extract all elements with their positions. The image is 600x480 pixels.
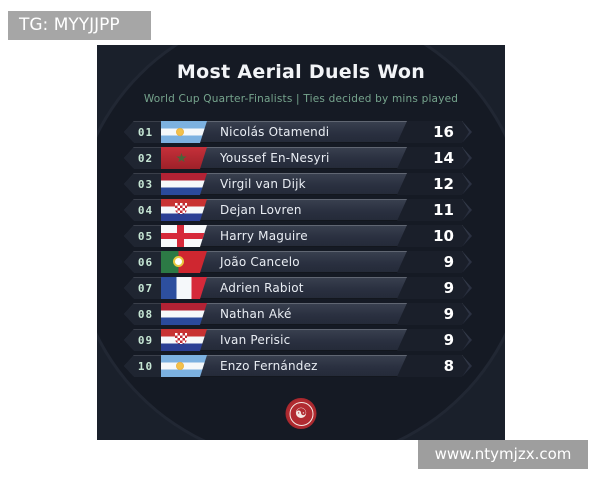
value-label: 9 — [443, 253, 454, 271]
website-watermark: www.ntymjzx.com — [418, 440, 588, 469]
player-name: Nathan Aké — [220, 307, 292, 321]
value-chevron: 9 — [397, 277, 469, 299]
argentina-flag-icon — [161, 121, 207, 143]
england-flag-icon — [161, 225, 207, 247]
value-label: 14 — [433, 149, 454, 167]
table-row: 09 Ivan Perisic 9 — [124, 329, 472, 351]
value-label: 9 — [443, 331, 454, 349]
rank-label: 03 — [137, 177, 154, 191]
player-name: Harry Maguire — [220, 229, 308, 243]
value-label: 12 — [433, 175, 454, 193]
player-name: Adrien Rabiot — [220, 281, 304, 295]
morocco-flag-icon — [161, 147, 207, 169]
rank-label: 01 — [137, 125, 154, 139]
croatia-flag-icon — [161, 329, 207, 351]
table-row: 06 João Cancelo 9 — [124, 251, 472, 273]
rank-zone: 08 — [124, 303, 161, 325]
telegram-watermark: TG: MYYJJPP — [8, 11, 151, 40]
table-row: 01 Nicolás Otamendi 16 — [124, 121, 472, 143]
page-title: Most Aerial Duels Won — [176, 61, 426, 83]
value-chevron: 14 — [397, 147, 469, 169]
rank-label: 05 — [137, 229, 154, 243]
player-name: Dejan Lovren — [220, 203, 302, 217]
player-name: Youssef En-Nesyri — [220, 151, 330, 165]
value-chevron: 12 — [397, 173, 469, 195]
value-label: 9 — [443, 305, 454, 323]
rank-zone: 06 — [124, 251, 161, 273]
portugal-flag-icon — [161, 251, 207, 273]
rank-label: 04 — [137, 203, 154, 217]
value-label: 9 — [443, 279, 454, 297]
rank-label: 07 — [137, 281, 154, 295]
rank-zone: 10 — [124, 355, 161, 377]
rank-label: 08 — [137, 307, 154, 321]
rank-label: 09 — [137, 333, 154, 347]
rank-label: 02 — [137, 151, 154, 165]
rank-zone: 09 — [124, 329, 161, 351]
table-row: 03 Virgil van Dijk 12 — [124, 173, 472, 195]
table-row: 05 Harry Maguire 10 — [124, 225, 472, 247]
table-row: 08 Nathan Aké 9 — [124, 303, 472, 325]
value-label: 11 — [433, 201, 454, 219]
value-chevron: 9 — [397, 303, 469, 325]
table-row: 07 Adrien Rabiot 9 — [124, 277, 472, 299]
leaderboard: 01 Nicolás Otamendi 16 02 Youssef En-Nesyri 1… — [124, 121, 472, 381]
value-chevron: 9 — [397, 329, 469, 351]
argentina-flag-icon — [161, 355, 207, 377]
provider-logo: ☯ — [285, 398, 317, 429]
value-label: 8 — [443, 357, 454, 375]
rank-zone: 01 — [124, 121, 161, 143]
value-chevron: 9 — [397, 251, 469, 273]
netherlands-flag-icon — [161, 303, 207, 325]
player-name: Nicolás Otamendi — [220, 125, 330, 139]
table-row: 04 Dejan Lovren 11 — [124, 199, 472, 221]
netherlands-flag-icon — [161, 173, 207, 195]
value-chevron: 10 — [397, 225, 469, 247]
value-label: 10 — [433, 227, 454, 245]
rank-zone: 02 — [124, 147, 161, 169]
value-label: 16 — [433, 123, 454, 141]
value-chevron: 16 — [397, 121, 469, 143]
table-row: 02 Youssef En-Nesyri 14 — [124, 147, 472, 169]
player-name: Virgil van Dijk — [220, 177, 306, 191]
value-chevron: 8 — [397, 355, 469, 377]
stat-card: Most Aerial Duels Won World Cup Quarter-… — [97, 45, 505, 440]
rank-zone: 04 — [124, 199, 161, 221]
page-subtitle: World Cup Quarter-Finalists | Ties decid… — [143, 93, 459, 105]
player-name: João Cancelo — [220, 255, 300, 269]
player-name: Enzo Fernández — [220, 359, 318, 373]
value-chevron: 11 — [397, 199, 469, 221]
france-flag-icon — [161, 277, 207, 299]
yin-yang-swirl-icon: ☯ — [289, 401, 313, 426]
rank-label: 06 — [137, 255, 154, 269]
rank-zone: 03 — [124, 173, 161, 195]
rank-label: 10 — [137, 359, 154, 373]
player-name: Ivan Perisic — [220, 333, 291, 347]
rank-zone: 07 — [124, 277, 161, 299]
table-row: 10 Enzo Fernández 8 — [124, 355, 472, 377]
rank-zone: 05 — [124, 225, 161, 247]
croatia-flag-icon — [161, 199, 207, 221]
